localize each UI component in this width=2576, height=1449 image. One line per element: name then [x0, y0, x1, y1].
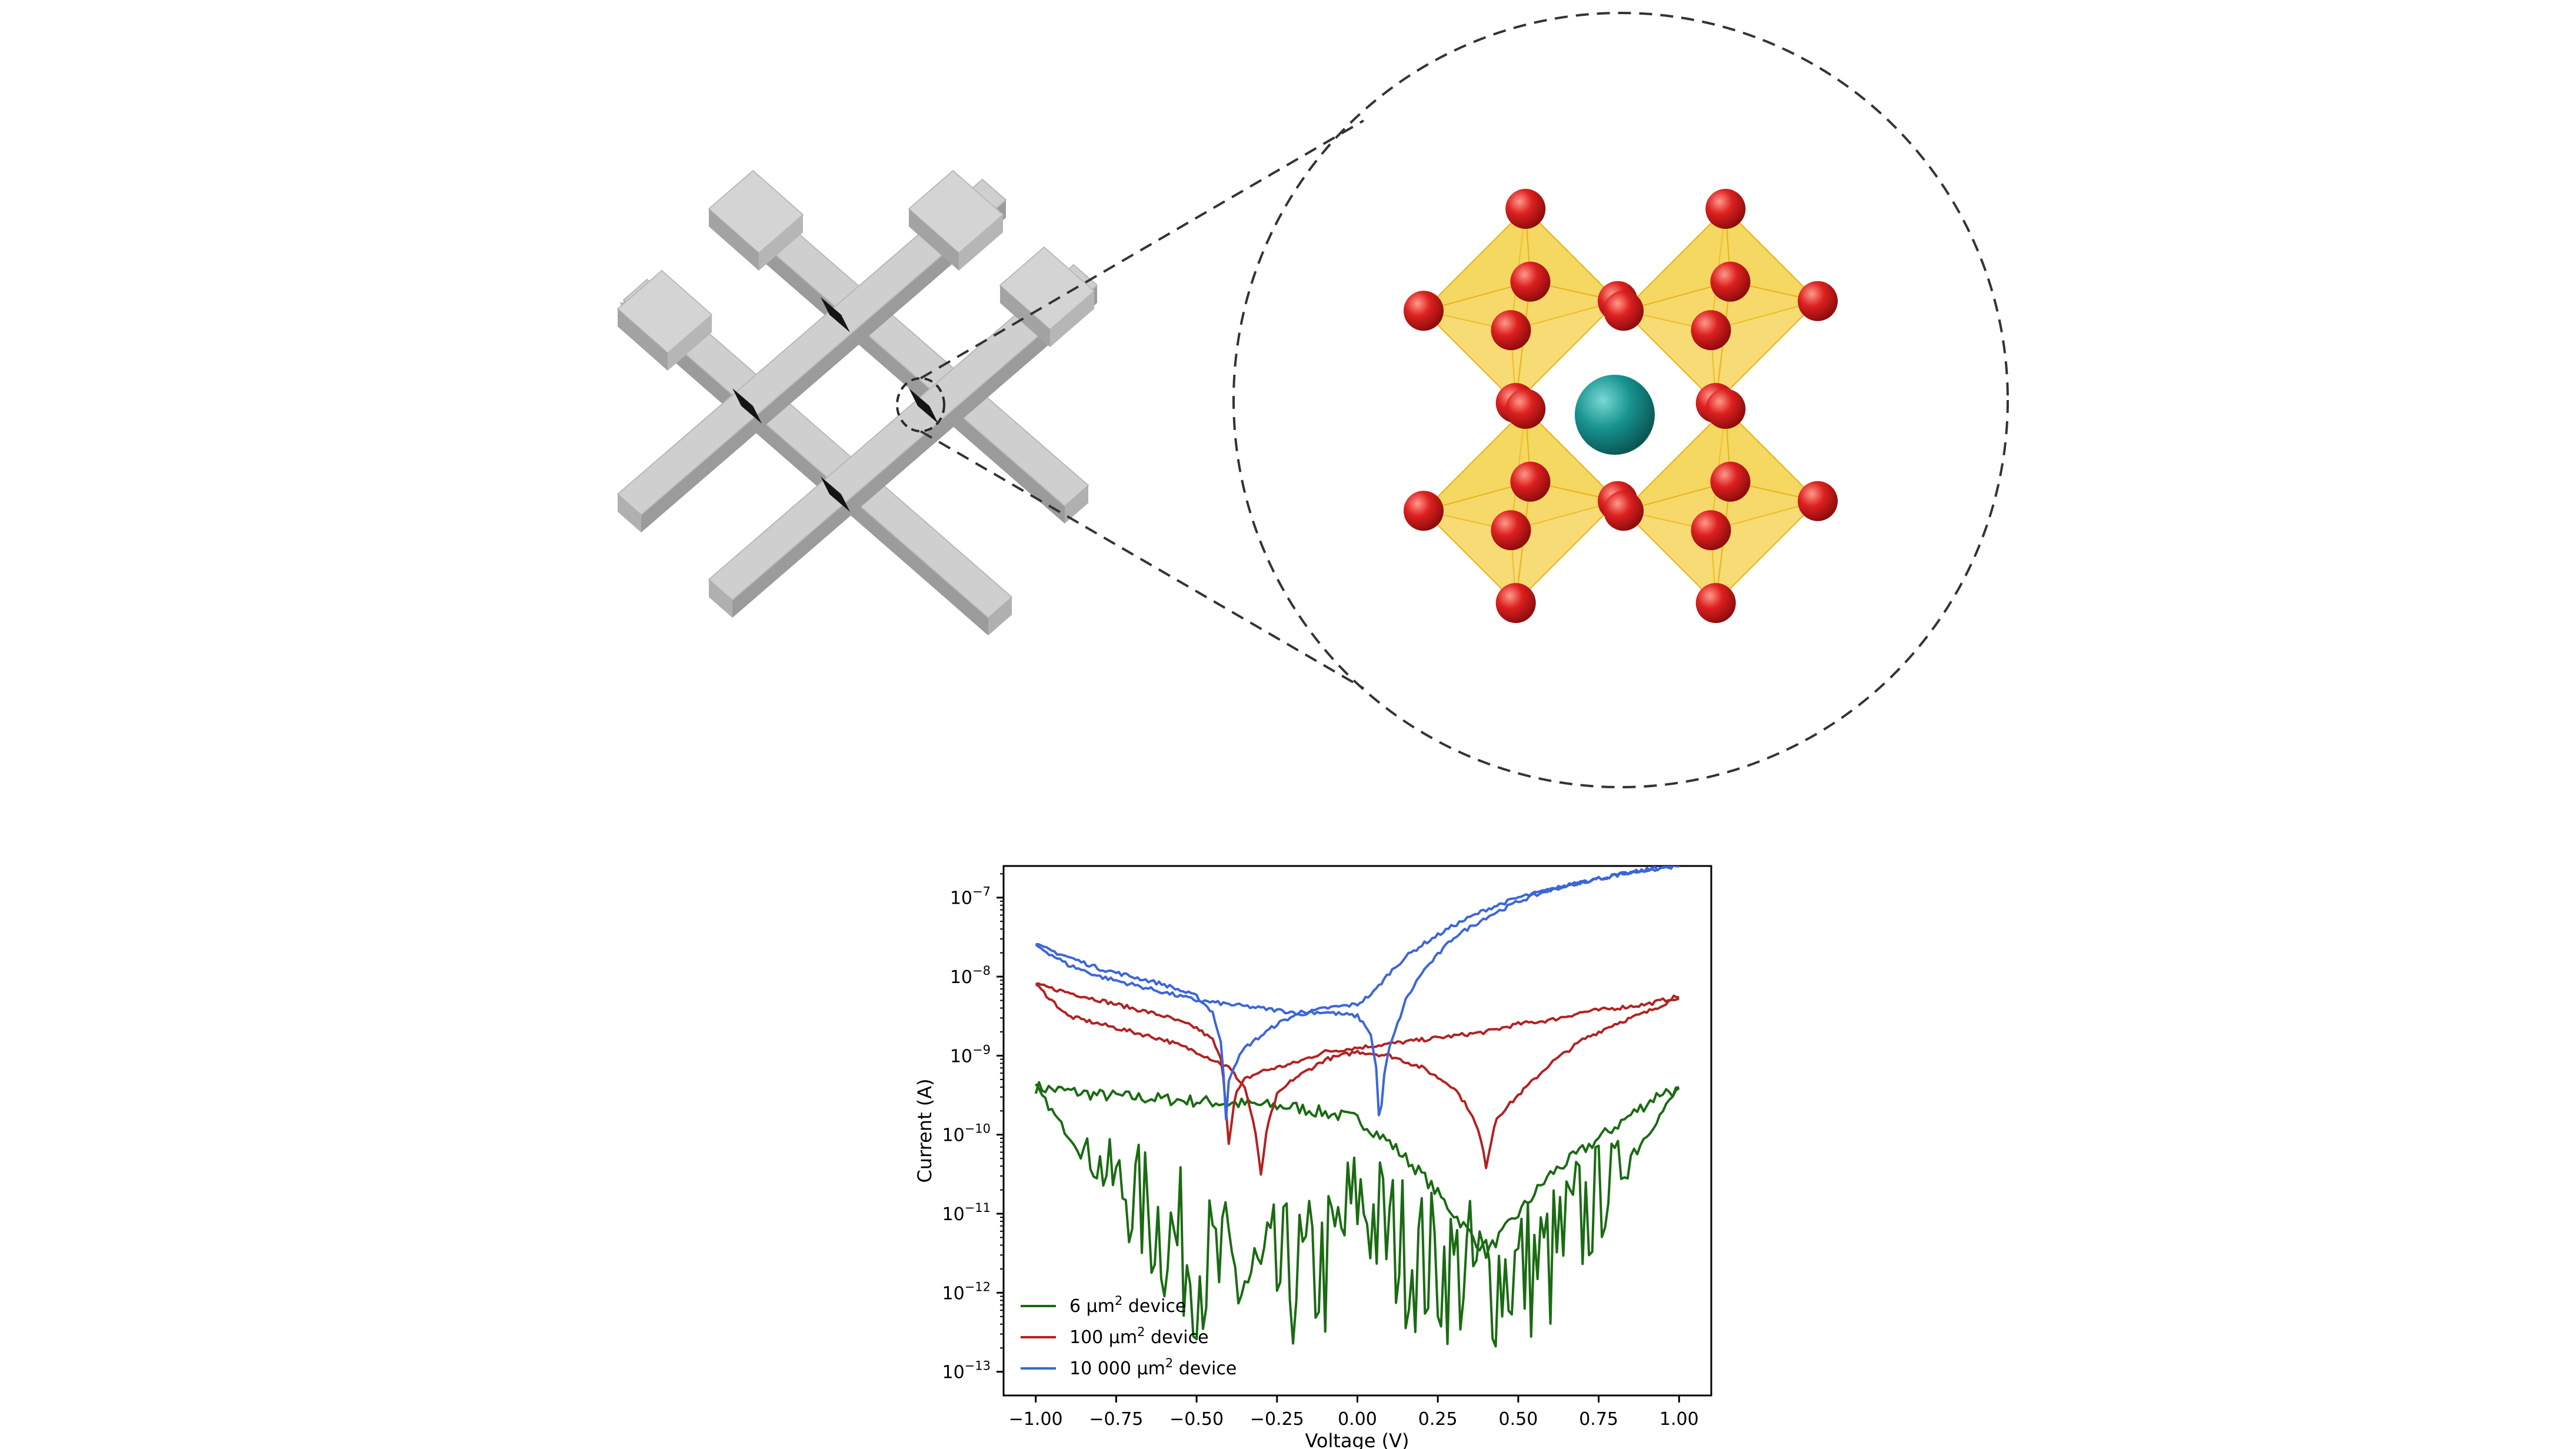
perovskite-crystal-structure	[1404, 189, 1838, 623]
oxygen-atom	[1505, 189, 1546, 229]
legend-label: 10 000 µm2 device	[1069, 1356, 1237, 1379]
series-0	[1034, 1081, 1680, 1348]
zoom-marker-circle	[896, 377, 945, 432]
x-tick-label: −0.75	[1089, 1409, 1143, 1430]
oxygen-atom	[1404, 491, 1444, 531]
series-line	[1035, 983, 1680, 1176]
octahedron	[1604, 389, 1838, 623]
x-axis-label: Voltage (V)	[1305, 1430, 1409, 1449]
x-tick-label: −0.50	[1169, 1409, 1224, 1430]
legend: 6 µm2 device 100 µm2 device 10 000 µm2 dev…	[1021, 1294, 1237, 1379]
crossbar-bottom-electrodes	[616, 178, 1098, 618]
x-tick-label: 1.00	[1659, 1409, 1699, 1430]
x-tick-label: −1.00	[1009, 1409, 1063, 1430]
series-line	[1035, 982, 1679, 1145]
oxygen-atom	[1710, 461, 1751, 502]
oxygen-atom	[1505, 389, 1546, 429]
x-tick-label: 0.00	[1338, 1409, 1377, 1430]
oxygen-atom	[1710, 261, 1751, 302]
memristor-junctions	[732, 297, 938, 512]
crossbar-array-illustration	[616, 169, 1098, 635]
x-tick-label: 0.75	[1579, 1409, 1618, 1430]
series-line	[1035, 866, 1680, 1117]
series-1	[1035, 982, 1680, 1176]
y-tick-label: 10−12	[942, 1280, 991, 1304]
y-tick-label: 10−9	[950, 1042, 991, 1067]
octahedron	[1404, 189, 1638, 423]
oxygen-atom	[1510, 261, 1551, 302]
series-line	[1035, 1083, 1680, 1348]
y-tick-label: 10−10	[942, 1122, 991, 1146]
y-tick-label: 10−7	[950, 885, 991, 909]
oxygen-atom	[1705, 389, 1746, 429]
oxygen-atom	[1495, 583, 1536, 623]
oxygen-atom	[1798, 481, 1838, 521]
oxygen-atom	[1510, 461, 1551, 502]
oxygen-atom	[1691, 510, 1731, 551]
oxygen-atom	[1404, 291, 1444, 331]
x-tick-label: 0.25	[1418, 1409, 1458, 1430]
x-tick-label: −0.25	[1250, 1409, 1304, 1430]
oxygen-atom	[1491, 510, 1531, 551]
oxygen-atom	[1604, 291, 1644, 331]
x-tick-label: 0.50	[1499, 1409, 1538, 1430]
zoom-callout	[919, 12, 2009, 788]
a-site-cation	[1575, 375, 1655, 455]
octahedron	[1604, 189, 1838, 423]
crossbar-top-electrodes	[622, 193, 1089, 635]
oxygen-atom	[1798, 281, 1838, 321]
contact-pads	[616, 169, 1095, 371]
plot-frame	[1002, 865, 1712, 1397]
y-tick-label: 10−13	[942, 1359, 991, 1383]
zoom-leader-lower	[919, 430, 1365, 689]
zoom-circle	[1232, 12, 2009, 788]
y-tick-label: 10−8	[950, 964, 991, 988]
y-tick-label: 10−11	[942, 1201, 991, 1225]
legend-label: 100 µm2 device	[1069, 1325, 1209, 1348]
series-line	[1034, 1081, 1679, 1260]
oxygen-atom	[1695, 583, 1736, 623]
oxygen-atom	[1691, 310, 1731, 351]
octahedron	[1404, 389, 1638, 623]
oxygen-atom	[1705, 189, 1746, 229]
legend-label: 6 µm2 device	[1069, 1294, 1186, 1317]
series-2	[1035, 866, 1680, 1121]
zoom-leader-upper	[919, 119, 1365, 379]
oxygen-atom	[1604, 491, 1644, 531]
oxygen-atom	[1491, 310, 1531, 351]
iv-chart: −1.00 −0.75 −0.50 −0.25 0.00 0.25 0.50 0.75 1.00…	[914, 865, 1712, 1449]
y-axis-label: Current (A)	[914, 1078, 936, 1182]
